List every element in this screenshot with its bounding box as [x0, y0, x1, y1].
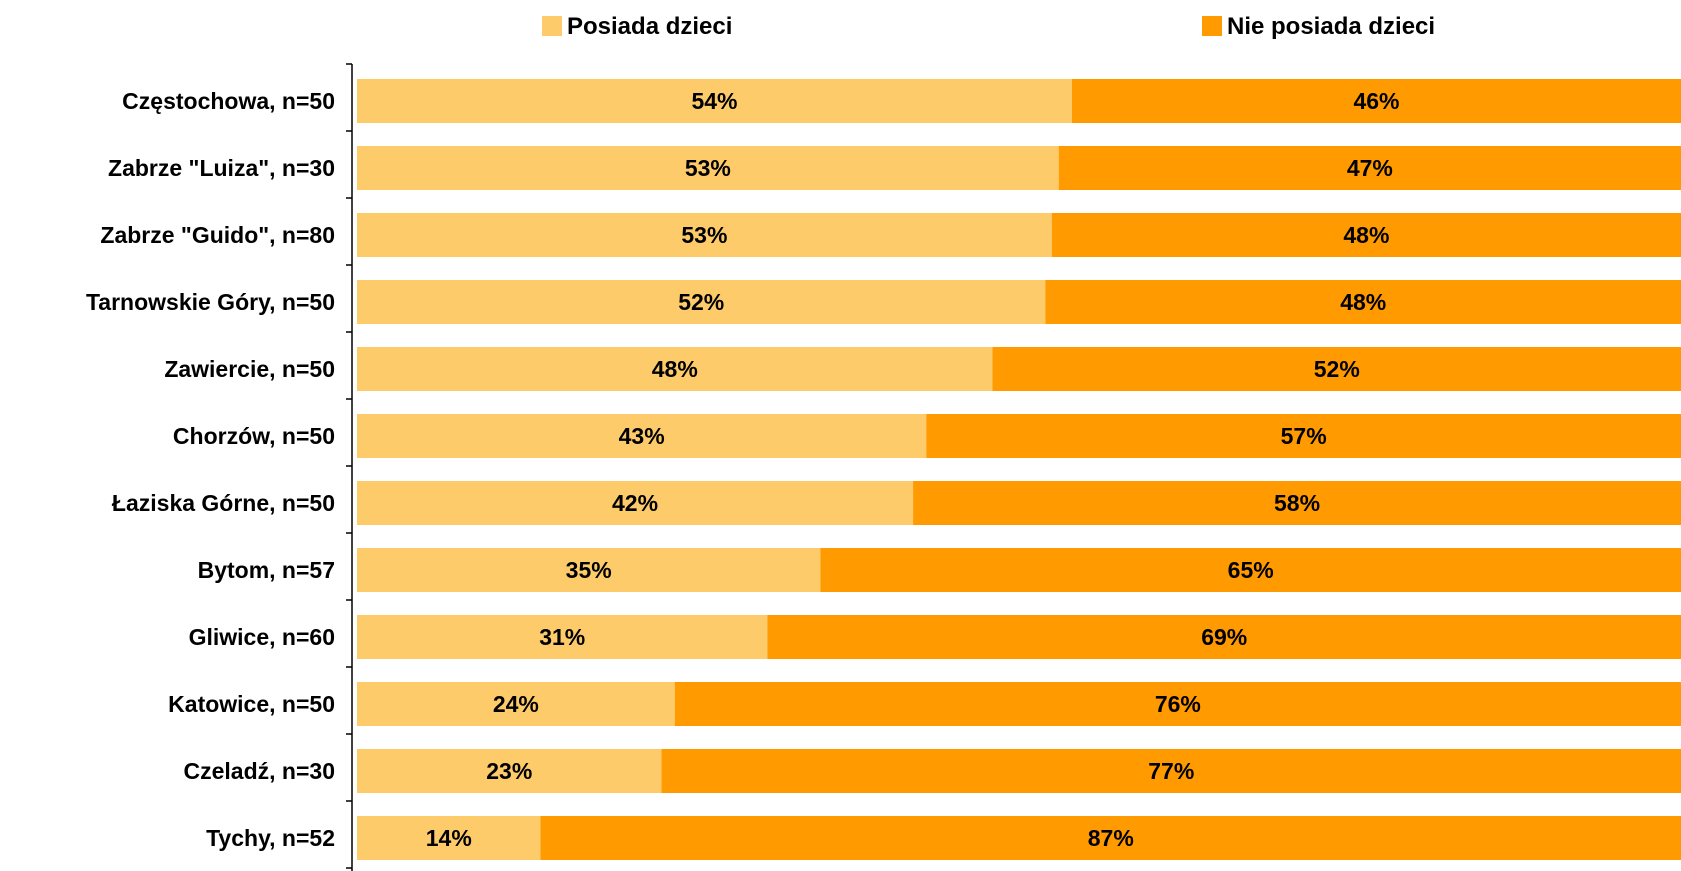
category-label-zabrze-guido-n-80: Zabrze "Guido", n=80	[100, 222, 335, 248]
bar-nie-posiada-dzieci-zawiercie-n-50	[992, 347, 1681, 391]
data-label-nie-posiada-dzieci-zabrze-luiza-n-30: 47%	[1347, 155, 1393, 181]
data-label-posiada-dzieci-tarnowskie-gory-n-50: 52%	[678, 289, 724, 315]
category-label-bytom-n-57: Bytom, n=57	[198, 557, 335, 583]
data-label-posiada-dzieci-zabrze-guido-n-80: 53%	[681, 222, 727, 248]
category-label-tychy-n-52: Tychy, n=52	[206, 825, 335, 851]
bar-nie-posiada-dzieci-czestochowa-n-50	[1071, 79, 1681, 123]
bar-nie-posiada-dzieci-bytom-n-57	[820, 548, 1681, 592]
data-label-nie-posiada-dzieci-katowice-n-50: 76%	[1155, 691, 1201, 717]
legend-swatch-posiada-dzieci	[542, 16, 562, 36]
legend-label-nie-posiada-dzieci: Nie posiada dzieci	[1227, 13, 1435, 40]
bar-nie-posiada-dzieci-chorzow-n-50	[926, 414, 1681, 458]
bar-posiada-dzieci-chorzow-n-50	[357, 414, 927, 458]
bar-nie-posiada-dzieci-gliwice-n-60	[767, 615, 1681, 659]
data-label-posiada-dzieci-zawiercie-n-50: 48%	[652, 356, 698, 382]
bar-posiada-dzieci-laziska-gorne-n-50	[357, 481, 914, 525]
bar-posiada-dzieci-czeladz-n-30	[357, 749, 662, 793]
legend-swatch-nie-posiada-dzieci	[1202, 16, 1222, 36]
data-label-nie-posiada-dzieci-tychy-n-52: 87%	[1088, 825, 1134, 851]
bar-nie-posiada-dzieci-tychy-n-52	[540, 816, 1681, 860]
category-label-zabrze-luiza-n-30: Zabrze "Luiza", n=30	[108, 155, 335, 181]
data-label-nie-posiada-dzieci-zawiercie-n-50: 52%	[1314, 356, 1360, 382]
bar-posiada-dzieci-bytom-n-57	[357, 548, 821, 592]
category-label-gliwice-n-60: Gliwice, n=60	[189, 624, 335, 650]
data-labels: 54% 46% 53% 47% 53% 48% 52% 48% 48% 52% 43% 57% 42% 5…	[426, 88, 1400, 851]
data-label-posiada-dzieci-czeladz-n-30: 23%	[486, 758, 532, 784]
category-labels: Częstochowa, n=50 Zabrze "Luiza", n=30 Zab…	[86, 88, 335, 851]
bar-posiada-dzieci-gliwice-n-60	[357, 615, 768, 659]
data-label-posiada-dzieci-chorzow-n-50: 43%	[619, 423, 665, 449]
bar-nie-posiada-dzieci-laziska-gorne-n-50	[913, 481, 1681, 525]
category-label-zawiercie-n-50: Zawiercie, n=50	[164, 356, 335, 382]
bar-posiada-dzieci-katowice-n-50	[357, 682, 675, 726]
bar-posiada-dzieci-zabrze-luiza-n-30	[357, 146, 1059, 190]
category-label-czestochowa-n-50: Częstochowa, n=50	[122, 88, 335, 114]
data-label-nie-posiada-dzieci-czeladz-n-30: 77%	[1148, 758, 1194, 784]
legend-label-posiada-dzieci: Posiada dzieci	[567, 13, 732, 40]
category-label-tarnowskie-gory-n-50: Tarnowskie Góry, n=50	[86, 289, 335, 315]
bar-nie-posiada-dzieci-tarnowskie-gory-n-50	[1045, 280, 1681, 324]
data-label-posiada-dzieci-laziska-gorne-n-50: 42%	[612, 490, 658, 516]
data-label-posiada-dzieci-katowice-n-50: 24%	[493, 691, 539, 717]
data-label-nie-posiada-dzieci-tarnowskie-gory-n-50: 48%	[1340, 289, 1386, 315]
data-label-nie-posiada-dzieci-czestochowa-n-50: 46%	[1353, 88, 1399, 114]
bars-group	[357, 79, 1681, 860]
bar-nie-posiada-dzieci-katowice-n-50	[674, 682, 1681, 726]
bar-nie-posiada-dzieci-zabrze-luiza-n-30	[1058, 146, 1681, 190]
category-label-laziska-gorne-n-50: Łaziska Górne, n=50	[112, 490, 335, 516]
data-label-posiada-dzieci-zabrze-luiza-n-30: 53%	[685, 155, 731, 181]
category-label-czeladz-n-30: Czeladź, n=30	[184, 758, 335, 784]
bar-posiada-dzieci-tarnowskie-gory-n-50	[357, 280, 1046, 324]
bar-posiada-dzieci-czestochowa-n-50	[357, 79, 1072, 123]
data-label-nie-posiada-dzieci-zabrze-guido-n-80: 48%	[1343, 222, 1389, 248]
bar-posiada-dzieci-zawiercie-n-50	[357, 347, 993, 391]
bar-nie-posiada-dzieci-zabrze-guido-n-80	[1051, 213, 1681, 257]
data-label-posiada-dzieci-tychy-n-52: 14%	[426, 825, 472, 851]
legend: Posiada dzieci Nie posiada dzieci	[542, 13, 1435, 40]
data-label-nie-posiada-dzieci-gliwice-n-60: 69%	[1201, 624, 1247, 650]
data-label-posiada-dzieci-bytom-n-57: 35%	[566, 557, 612, 583]
bar-posiada-dzieci-zabrze-guido-n-80	[357, 213, 1052, 257]
category-label-katowice-n-50: Katowice, n=50	[168, 691, 335, 717]
data-label-nie-posiada-dzieci-bytom-n-57: 65%	[1228, 557, 1274, 583]
category-label-chorzow-n-50: Chorzów, n=50	[173, 423, 335, 449]
data-label-nie-posiada-dzieci-laziska-gorne-n-50: 58%	[1274, 490, 1320, 516]
bar-posiada-dzieci-tychy-n-52	[357, 816, 541, 860]
data-label-posiada-dzieci-czestochowa-n-50: 54%	[691, 88, 737, 114]
y-axis	[346, 63, 353, 871]
data-label-posiada-dzieci-gliwice-n-60: 31%	[539, 624, 585, 650]
bar-nie-posiada-dzieci-czeladz-n-30	[661, 749, 1681, 793]
data-label-nie-posiada-dzieci-chorzow-n-50: 57%	[1281, 423, 1327, 449]
